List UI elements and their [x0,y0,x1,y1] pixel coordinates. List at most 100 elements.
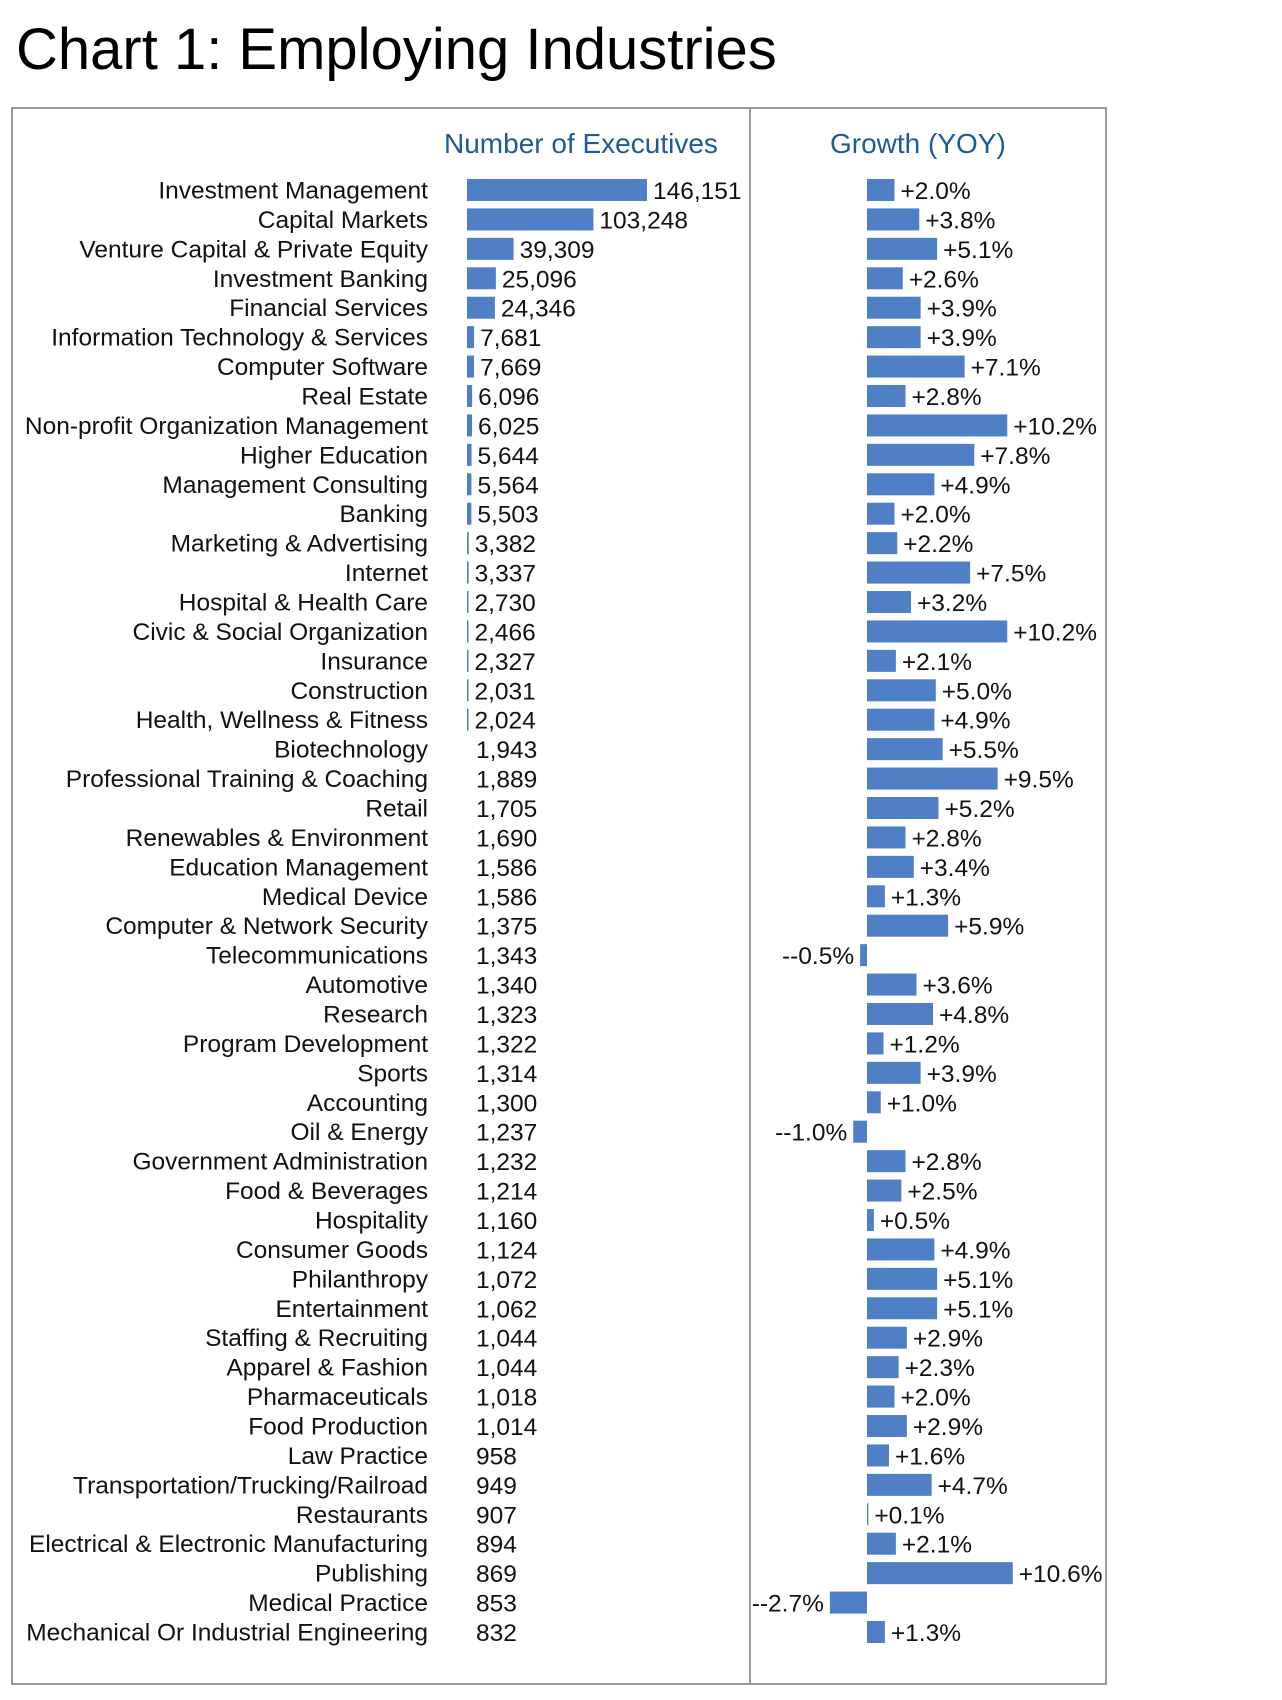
chart-title: Chart 1: Employing Industries [16,17,777,82]
category-label: Accounting [307,1090,428,1117]
executives-value-label: 6,025 [478,413,539,440]
growth-value-label: +4.9% [940,1237,1010,1264]
executives-bar [467,473,472,496]
growth-value-label: +1.6% [895,1443,965,1470]
growth-bar [867,914,949,937]
growth-bar [867,1267,938,1290]
growth-bar [867,767,998,790]
category-label: Staffing & Recruiting [205,1325,428,1352]
growth-bar [867,237,938,260]
chart-frame [11,107,1107,1685]
executives-value-label: 1,072 [476,1267,537,1294]
growth-bar [867,738,943,761]
growth-value-label: +1.0% [887,1090,957,1117]
executives-bar [467,502,472,525]
growth-value-label: +4.7% [938,1473,1008,1500]
executives-panel-header: Number of Executives [444,128,718,159]
growth-value-label: --1.0% [775,1120,847,1147]
executives-bar [467,208,594,231]
executives-value-label: 2,327 [475,649,536,676]
category-label: Pharmaceuticals [247,1384,428,1411]
growth-bar [867,296,921,319]
growth-value-label: +4.8% [939,1002,1009,1029]
category-label: Telecommunications [206,943,428,970]
growth-value-label: +2.9% [913,1414,983,1441]
growth-bars: +2.0%+3.8%+5.1%+2.6%+3.9%+3.9%+7.1%+2.8%… [752,178,1103,1647]
growth-bar [860,944,867,967]
growth-bar [867,1356,899,1379]
growth-bar [867,620,1008,643]
executives-value-label: 1,323 [476,1002,537,1029]
growth-value-label: +5.9% [954,914,1024,941]
growth-value-label: +3.9% [927,1061,997,1088]
executives-value-label: 5,564 [477,472,538,499]
growth-value-label: +3.6% [923,973,993,1000]
executives-bar [467,620,469,643]
category-label: Investment Banking [213,266,428,293]
growth-value-label: +5.1% [943,237,1013,264]
executives-value-label: 2,031 [475,678,536,705]
growth-bar [867,414,1008,437]
growth-bar [867,1179,902,1202]
growth-bar [867,355,965,378]
growth-value-label: +1.3% [891,884,961,911]
executives-value-label: 1,889 [476,767,537,794]
category-label: Investment Management [158,178,428,205]
growth-bar [867,1621,885,1643]
growth-value-label: +10.2% [1013,413,1097,440]
category-label: Program Development [183,1031,428,1058]
growth-value-label: +2.0% [901,178,971,205]
category-label: Electrical & Electronic Manufacturing [29,1531,428,1558]
category-label: Renewables & Environment [126,825,429,852]
executives-value-label: 832 [476,1620,517,1647]
executives-value-label: 7,681 [480,325,541,352]
executives-value-label: 1,062 [476,1296,537,1323]
growth-bar [867,1297,938,1320]
growth-value-label: --2.7% [752,1591,824,1618]
growth-bar [867,1238,935,1261]
executives-bar [467,385,473,407]
growth-value-label: +5.1% [943,1267,1013,1294]
executives-value-label: 2,730 [475,590,536,617]
executives-value-label: 1,375 [476,914,537,941]
growth-bar [867,855,914,878]
growth-value-label: +10.6% [1019,1561,1103,1588]
growth-bar [867,473,935,496]
executives-value-label: 894 [476,1532,517,1559]
growth-bar [867,443,975,466]
executives-value-label: 1,705 [476,796,537,823]
executives-bar [467,326,475,349]
growth-value-label: +1.2% [890,1031,960,1058]
growth-value-label: +4.9% [940,708,1010,735]
category-label: Law Practice [288,1443,428,1470]
executives-value-label: 25,096 [502,266,577,293]
growth-bar [867,179,895,201]
growth-bar [867,1385,895,1408]
growth-panel-header: Growth (YOY) [830,128,1006,159]
growth-value-label: +3.9% [927,325,997,352]
growth-bar [867,1532,896,1555]
category-label: Oil & Energy [290,1119,428,1146]
executives-value-label: 1,044 [476,1355,537,1382]
executives-value-label: 1,322 [476,1031,537,1058]
category-label: Construction [290,678,428,705]
growth-bar [867,1003,933,1025]
growth-value-label: +5.0% [942,678,1012,705]
executives-value-label: 1,300 [476,1090,537,1117]
growth-bar [867,326,921,349]
growth-bar [867,885,885,908]
growth-bar [829,1591,867,1614]
growth-value-label: --0.5% [782,943,854,970]
executives-bar [467,591,469,613]
executives-value-label: 3,337 [475,561,536,588]
executives-value-label: 949 [476,1473,517,1500]
executives-bar [467,296,495,319]
growth-bar [867,797,939,819]
category-label: Venture Capital & Private Equity [79,236,428,263]
executives-value-label: 1,124 [476,1237,537,1264]
growth-value-label: +2.3% [905,1355,975,1382]
category-label: Non-profit Organization Management [25,413,428,440]
category-label: Mechanical Or Industrial Engineering [26,1620,428,1647]
